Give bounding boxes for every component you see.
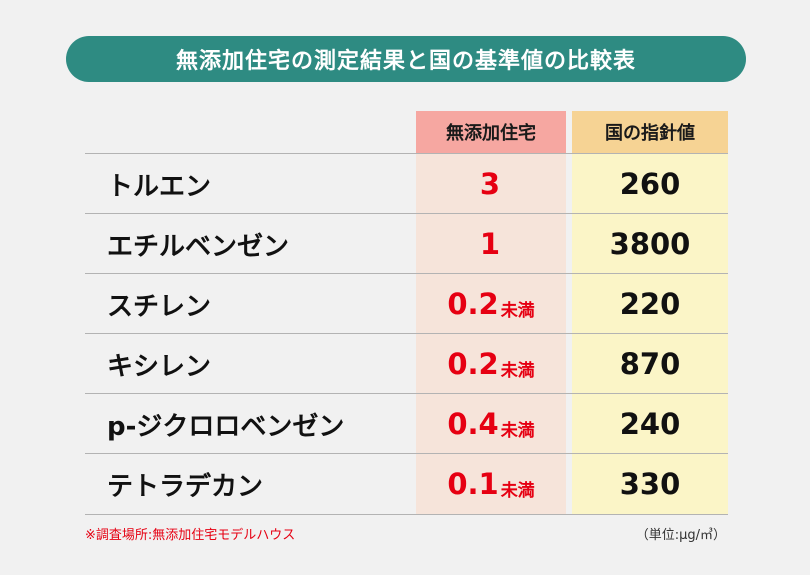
- table-row: キシレン 0.2 未満 870: [85, 333, 728, 394]
- home-value-suffix: 未満: [500, 480, 535, 501]
- home-value-number: 0.4: [447, 407, 499, 441]
- table-row: p-ジクロロベンゼン 0.4 未満 240: [85, 393, 728, 454]
- home-value-suffix: 未満: [500, 360, 535, 381]
- row-home-value: 0.2 未満: [416, 274, 566, 334]
- home-value-suffix: 未満: [500, 420, 535, 441]
- row-name: エチルベンゼン: [107, 231, 290, 262]
- home-value-suffix: 未満: [500, 300, 535, 321]
- home-value-number: 1: [479, 227, 501, 261]
- home-value-number: 0.2: [447, 347, 499, 381]
- row-name: トルエン: [107, 171, 212, 202]
- home-value-number: 0.1: [447, 467, 499, 501]
- table-row: エチルベンゼン 1 3800: [85, 213, 728, 274]
- national-column-background: [572, 111, 728, 515]
- row-home-value: 1: [416, 214, 566, 274]
- row-name: キシレン: [107, 351, 212, 382]
- row-home-value: 0.1 未満: [416, 454, 566, 514]
- row-home-value: 0.4 未満: [416, 394, 566, 454]
- row-national-value: 240: [619, 407, 681, 441]
- survey-location-note: ※調査場所:無添加住宅モデルハウス: [85, 528, 296, 543]
- table-title: 無添加住宅の測定結果と国の基準値の比較表: [66, 36, 746, 82]
- row-national-value: 260: [619, 167, 681, 201]
- table-row: スチレン 0.2 未満 220: [85, 273, 728, 334]
- unit-label: （単位:μg/㎥）: [635, 528, 726, 543]
- home-value-number: 0.2: [447, 287, 499, 321]
- table-row: トルエン 3 260: [85, 153, 728, 214]
- row-national-value: 220: [619, 287, 681, 321]
- home-value-number: 3: [479, 167, 501, 201]
- row-name: テトラデカン: [107, 471, 264, 502]
- row-home-value: 0.2 未満: [416, 334, 566, 394]
- row-home-value: 3: [416, 154, 566, 214]
- row-name: スチレン: [107, 291, 212, 322]
- table-row: テトラデカン 0.1 未満 330: [85, 453, 728, 515]
- row-national-value: 3800: [609, 227, 691, 261]
- header-national: 国の指針値: [572, 111, 728, 153]
- row-name: p-ジクロロベンゼン: [107, 411, 345, 442]
- row-national-value: 870: [619, 347, 681, 381]
- home-column-background: [416, 111, 566, 515]
- header-home: 無添加住宅: [416, 111, 566, 153]
- row-national-value: 330: [619, 467, 681, 501]
